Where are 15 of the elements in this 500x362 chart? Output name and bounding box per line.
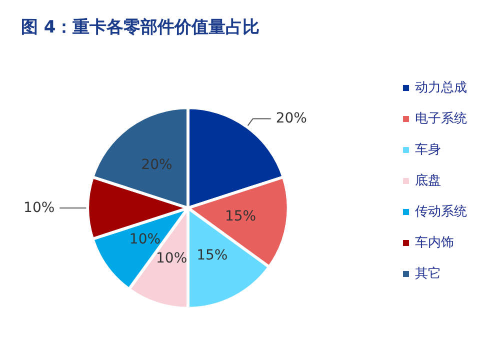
data-label: 20% <box>141 156 172 173</box>
legend-label: 电子系统 <box>415 112 467 126</box>
data-label: 15% <box>224 208 256 224</box>
data-label: 15% <box>196 247 228 264</box>
data-label: 20% <box>276 110 307 127</box>
legend-label: 动力总成 <box>415 80 467 96</box>
legend-label: 车内饰 <box>415 236 454 250</box>
legend-label: 底盘 <box>415 174 441 188</box>
legend-label: 传动系统 <box>415 204 467 220</box>
data-label: 10% <box>156 250 188 267</box>
legend-label: 车身 <box>415 142 441 158</box>
data-label: 10% <box>129 231 161 248</box>
legend-label: 其它 <box>415 266 441 282</box>
chart-title: 图 4：重卡各零部件价值量占比 <box>21 18 260 38</box>
data-label: 10% <box>24 200 55 216</box>
